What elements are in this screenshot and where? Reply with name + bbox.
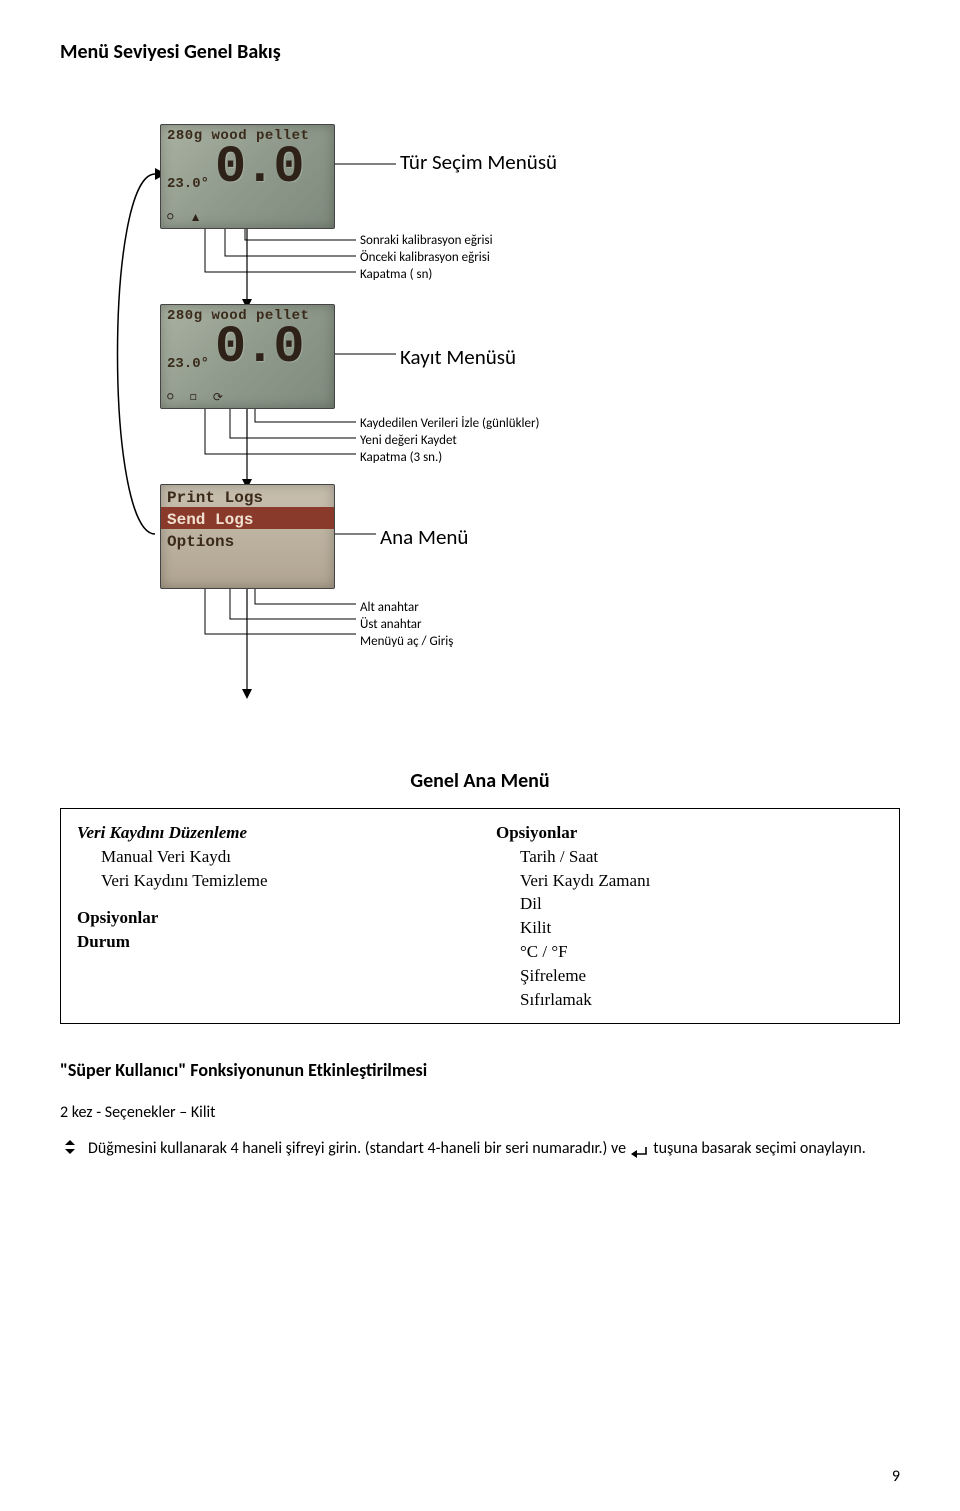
general-main-menu-heading: Genel Ana Menü: [60, 769, 900, 793]
menu-level-diagram: 280g wood pellet 23.0° 0.0 ○ ▲ Tür Seçim…: [100, 104, 740, 744]
lcd2-icon-1: ○: [167, 390, 174, 405]
lcd3-line-3: Options: [161, 529, 334, 551]
up-down-arrow-icon: [60, 1139, 80, 1163]
lcd1-icon-row: ○ ▲: [167, 210, 328, 225]
page-title: Menü Seviyesi Genel Bakış: [60, 40, 900, 64]
right-item: Dil: [496, 892, 883, 916]
lcd3-line-2-highlighted: Send Logs: [161, 507, 334, 529]
lcd-screen-type-select: 280g wood pellet 23.0° 0.0 ○ ▲: [160, 124, 335, 229]
lcd2-icon-row: ○ □ ⟳: [167, 390, 328, 405]
left-tail: Durum: [77, 930, 464, 954]
note-line: Menüyü aç / Giriş: [360, 633, 453, 650]
note-line: Kapatma ( sn): [360, 266, 493, 283]
note-line: Yeni değeri Kaydet: [360, 432, 539, 449]
right-item: Veri Kaydı Zamanı: [496, 869, 883, 893]
super-user-heading: "Süper Kullanıcı" Fonksiyonunun Etkinleş…: [60, 1059, 900, 1081]
lcd1-value: 0.0: [215, 144, 303, 192]
table-right-column: Opsiyonlar Tarih / Saat Veri Kaydı Zaman…: [480, 809, 899, 1023]
lcd2-icon-2: □: [190, 390, 197, 405]
right-item: Kilit: [496, 916, 883, 940]
lcd1-icon-1: ○: [167, 210, 174, 225]
notes-type-select: Sonraki kalibrasyon eğrisi Önceki kalibr…: [360, 232, 493, 283]
notes-main-menu: Alt anahtar Üst anahtar Menüyü aç / Giri…: [360, 599, 453, 650]
note-line: Sonraki kalibrasyon eğrisi: [360, 232, 493, 249]
lcd-screen-main-menu: Print Logs Send Logs Options: [160, 484, 335, 589]
right-head: Opsiyonlar: [496, 821, 883, 845]
label-main-menu: Ana Menü: [380, 524, 468, 550]
note-line: Kapatma (3 sn.): [360, 449, 539, 466]
left-tail: Opsiyonlar: [77, 906, 464, 930]
left-head: Veri Kaydını Düzenleme: [77, 821, 464, 845]
super-user-line2: Düğmesini kullanarak 4 haneli şifreyi gi…: [60, 1137, 900, 1161]
label-record-menu: Kayıt Menüsü: [400, 344, 516, 370]
notes-record-menu: Kaydedilen Verileri İzle (günlükler) Yen…: [360, 415, 539, 466]
main-menu-table: Veri Kaydını Düzenleme Manual Veri Kaydı…: [60, 808, 900, 1024]
right-item: Tarih / Saat: [496, 845, 883, 869]
right-item: °C / °F: [496, 940, 883, 964]
lcd2-value: 0.0: [215, 324, 303, 372]
line2-pre-text: Düğmesini kullanarak 4 haneli şifreyi gi…: [88, 1139, 630, 1158]
left-item: Manual Veri Kaydı: [77, 845, 464, 869]
right-item: Sıfırlamak: [496, 988, 883, 1012]
right-item: Şifreleme: [496, 964, 883, 988]
lcd3-line-1: Print Logs: [161, 485, 334, 507]
note-line: Kaydedilen Verileri İzle (günlükler): [360, 415, 539, 432]
enter-key-icon: [630, 1143, 650, 1157]
note-line: Alt anahtar: [360, 599, 453, 616]
lcd-screen-record-menu: 280g wood pellet 23.0° 0.0 ○ □ ⟳: [160, 304, 335, 409]
line2-post-text: tuşuna basarak seçimi onaylayın.: [653, 1139, 866, 1158]
lcd2-temp: 23.0°: [167, 356, 215, 372]
left-item: Veri Kaydını Temizleme: [77, 869, 464, 893]
page-number: 9: [892, 1467, 900, 1486]
lcd2-icon-3: ⟳: [213, 390, 223, 405]
lcd1-temp: 23.0°: [167, 176, 215, 192]
super-user-line1: 2 kez - Seçenekler – Kilit: [60, 1101, 900, 1125]
label-type-select-menu: Tür Seçim Menüsü: [400, 149, 557, 175]
table-left-column: Veri Kaydını Düzenleme Manual Veri Kaydı…: [61, 809, 480, 1023]
note-line: Üst anahtar: [360, 616, 453, 633]
lcd1-icon-2: ▲: [190, 210, 202, 225]
note-line: Önceki kalibrasyon eğrisi: [360, 249, 493, 266]
